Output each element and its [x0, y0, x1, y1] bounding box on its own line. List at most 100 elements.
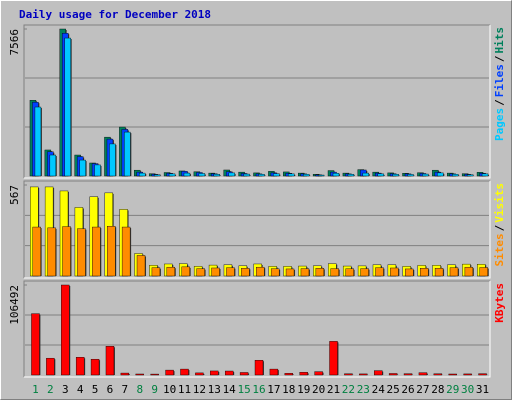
chart-title: Daily usage for December 2018: [19, 8, 211, 21]
bar: [314, 371, 323, 376]
bar: [478, 373, 487, 376]
x-tick-label: 24: [372, 383, 386, 396]
bar: [105, 346, 115, 376]
bar: [422, 173, 429, 177]
bar: [254, 360, 264, 376]
legend-entry: Visits: [493, 183, 506, 223]
bar: [183, 172, 191, 177]
bar: [388, 373, 398, 376]
bar: [181, 266, 190, 277]
bar: [407, 174, 414, 177]
legend-entry: Hits: [493, 27, 506, 54]
x-tick-label: 22: [342, 383, 355, 396]
bar: [75, 357, 85, 376]
bar: [448, 373, 457, 376]
legend: Sites /Visits: [493, 183, 506, 267]
legend-separator: /: [493, 224, 506, 231]
bar: [434, 268, 444, 277]
x-tick-label: 28: [431, 383, 444, 396]
bar: [49, 154, 57, 177]
x-tick-label: 13: [208, 383, 221, 396]
bar: [437, 172, 444, 177]
bar: [150, 373, 159, 376]
x-tick-label: 27: [416, 383, 429, 396]
x-tick-label: 23: [357, 383, 370, 396]
bar: [360, 268, 369, 277]
legend-entry: Files: [493, 64, 506, 97]
bar: [347, 174, 355, 177]
bar: [392, 174, 399, 177]
x-tick-label: 6: [107, 383, 114, 396]
bar: [466, 174, 474, 177]
legend-entry: KBytes: [493, 283, 506, 323]
x-tick-label: 8: [136, 383, 143, 396]
bar: [166, 266, 176, 277]
legend-separator: /: [493, 55, 506, 62]
bar: [285, 268, 295, 277]
bar: [284, 373, 294, 376]
bar: [151, 267, 161, 277]
bar: [34, 106, 42, 177]
x-tick-label: 21: [327, 383, 340, 396]
x-tick-label: 18: [282, 383, 295, 396]
bar: [330, 268, 339, 277]
bar: [210, 370, 219, 376]
x-tick-label: 4: [77, 383, 84, 396]
x-tick-label: 3: [62, 383, 69, 396]
bar: [109, 143, 116, 177]
panel-border: [24, 281, 491, 378]
bar: [332, 173, 340, 177]
x-tick-label: 20: [312, 383, 325, 396]
bar: [433, 373, 443, 376]
bar: [47, 227, 56, 277]
y-tick-label: 567: [8, 185, 21, 205]
bar: [224, 370, 234, 376]
panel: [24, 25, 490, 178]
bar: [258, 174, 265, 177]
bar: [165, 369, 174, 376]
bar: [79, 159, 86, 177]
bar: [32, 226, 41, 277]
legend-entry: Sites: [493, 233, 506, 266]
x-tick-label: 10: [163, 383, 176, 396]
bar: [377, 173, 384, 177]
bar: [300, 268, 310, 277]
bar: [359, 373, 368, 376]
bar: [239, 372, 249, 376]
bar: [464, 266, 474, 277]
bar: [62, 226, 71, 277]
bar: [46, 357, 55, 376]
y-tick-label: 7566: [8, 29, 21, 56]
x-tick-label: 1: [32, 383, 39, 396]
bar: [463, 373, 472, 376]
bar: [64, 37, 71, 177]
bar: [419, 268, 429, 277]
bar: [344, 373, 353, 376]
bar: [196, 268, 205, 277]
bar: [168, 173, 176, 177]
bar: [317, 174, 325, 177]
bar: [405, 268, 414, 277]
bar: [195, 372, 204, 376]
bar: [256, 266, 265, 277]
legend-entry: Pages: [493, 108, 506, 141]
bar: [241, 268, 250, 277]
bar: [418, 372, 428, 376]
panel-border: [24, 181, 491, 279]
bar: [135, 373, 144, 376]
bar: [299, 372, 308, 376]
bar: [228, 172, 235, 177]
bar: [303, 174, 310, 177]
bar: [449, 267, 459, 277]
x-tick-label: 7: [122, 383, 129, 396]
x-tick-label: 30: [461, 383, 474, 396]
bar: [153, 174, 161, 177]
x-tick-label: 26: [401, 383, 414, 396]
bar: [374, 370, 383, 376]
panel-border: [24, 25, 491, 179]
bar: [90, 358, 100, 376]
bar: [481, 173, 489, 177]
bar: [31, 313, 40, 376]
